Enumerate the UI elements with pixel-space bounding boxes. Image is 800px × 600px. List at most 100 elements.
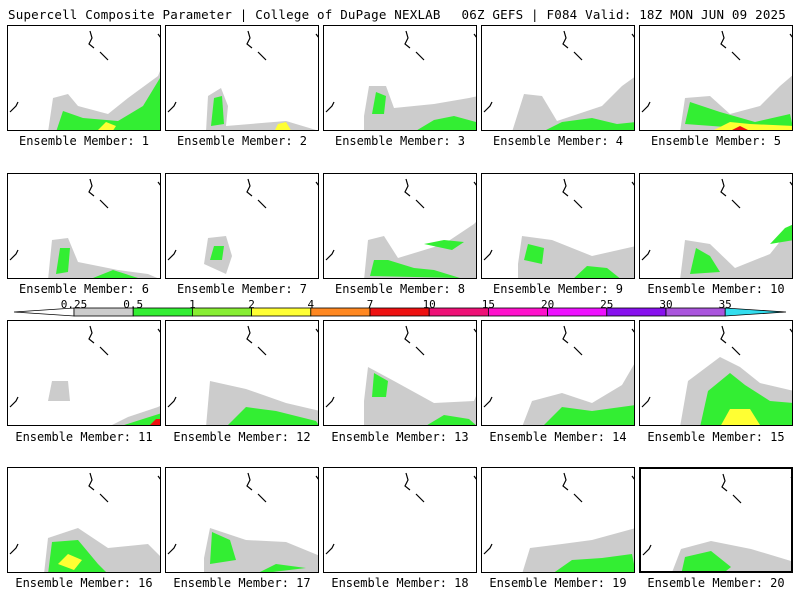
ensemble-member-label: Ensemble Member: 10 [647, 282, 785, 296]
coastline-island [257, 199, 267, 209]
contour-region [48, 381, 70, 401]
coastline-north [404, 472, 411, 491]
field-plot [325, 30, 476, 130]
contour-region [554, 554, 634, 572]
contour-region [210, 246, 224, 260]
ensemble-member-map-1 [7, 25, 161, 131]
coastline-island [573, 51, 583, 61]
contour-region [424, 240, 464, 250]
coastline-east [789, 328, 792, 333]
ensemble-member-map-18 [323, 467, 477, 573]
contour-region [574, 266, 620, 278]
ensemble-member-label: Ensemble Member: 14 [489, 430, 627, 444]
contour-region [770, 224, 792, 244]
coastline-east [315, 181, 318, 186]
coastline-north [246, 325, 253, 344]
field-plot [325, 325, 476, 425]
legend-tick-label: 1 [189, 298, 196, 311]
contour-region [546, 118, 634, 130]
ensemble-member-map-16 [7, 467, 161, 573]
coastline-west [325, 396, 335, 408]
contour-region [544, 405, 634, 425]
contour-region [685, 102, 792, 130]
ensemble-member-label: Ensemble Member: 16 [15, 576, 153, 590]
field-plot [642, 473, 791, 571]
coastline-west [641, 396, 651, 408]
coastline-east [157, 328, 160, 333]
ensemble-member-label: Ensemble Member: 7 [176, 282, 308, 296]
ensemble-member-map-5 [639, 25, 793, 131]
contour-region [98, 122, 116, 130]
coastline-west [9, 543, 19, 555]
coastline-island [731, 199, 741, 209]
legend-swatch [665, 307, 726, 317]
coastline-west [167, 249, 177, 261]
legend-swatch [191, 307, 252, 317]
ensemble-member-map-20 [639, 467, 793, 573]
legend-tick-label: 25 [600, 298, 614, 311]
coastline-north [404, 178, 411, 197]
field-plot [483, 472, 634, 572]
contour-region [56, 248, 70, 274]
legend-swatch [428, 307, 489, 317]
coastline-north [721, 473, 728, 492]
legend-tick-label: 10 [422, 298, 436, 311]
header-title: Supercell Composite Parameter | College … [8, 7, 441, 22]
coastline-north [88, 325, 95, 344]
legend-tick-label: 20 [540, 298, 555, 311]
legend-swatch [547, 307, 608, 317]
coastline-west [483, 101, 493, 113]
coastline-east [473, 181, 476, 186]
field-plot [483, 30, 634, 130]
contour-region [93, 270, 138, 278]
coastline-west [9, 101, 19, 113]
legend-tick-label: 15 [481, 298, 496, 311]
coastline-island [99, 199, 109, 209]
coastline-west [325, 249, 335, 261]
coastline-island [731, 51, 741, 61]
field-plot [167, 325, 318, 425]
coastline-west [167, 396, 177, 408]
contour-region [690, 248, 720, 274]
legend-swatch [606, 307, 667, 317]
contour-region [524, 244, 544, 264]
ensemble-member-map-6 [7, 173, 161, 279]
contour-region [372, 373, 388, 397]
coastline-north [246, 472, 253, 491]
coastline-east [315, 475, 318, 480]
contour-region [518, 236, 634, 278]
coastline-north [246, 178, 253, 197]
legend-swatch [487, 307, 548, 317]
coastline-island [257, 51, 267, 61]
coastline-island [732, 494, 742, 504]
ensemble-member-map-11 [7, 320, 161, 426]
contour-region [370, 260, 460, 278]
coastline-east [473, 33, 476, 38]
contour-region [260, 564, 306, 572]
ensemble-member-map-13 [323, 320, 477, 426]
ensemble-member-label: Ensemble Member: 5 [650, 134, 782, 148]
coastline-west [9, 249, 19, 261]
coastline-east [631, 181, 634, 186]
coastline-west [483, 543, 493, 555]
coastline-north [720, 30, 727, 49]
ensemble-member-map-10 [639, 173, 793, 279]
ensemble-member-label: Ensemble Member: 15 [647, 430, 785, 444]
field-plot [483, 178, 634, 278]
field-plot [167, 30, 318, 130]
ensemble-member-map-17 [165, 467, 319, 573]
ensemble-member-label: Ensemble Member: 19 [489, 576, 627, 590]
field-plot [167, 178, 318, 274]
contour-region [58, 554, 82, 570]
field-plot [325, 472, 476, 555]
coastline-north [720, 178, 727, 197]
coastline-east [789, 181, 792, 186]
coastline-west [325, 101, 335, 113]
contour-region [714, 122, 792, 130]
ensemble-member-label: Ensemble Member: 6 [18, 282, 150, 296]
coastline-east [631, 33, 634, 38]
contour-region [210, 532, 236, 564]
coastline-east [790, 477, 791, 478]
ensemble-member-label: Ensemble Member: 17 [173, 576, 311, 590]
ensemble-member-label: Ensemble Member: 13 [331, 430, 469, 444]
